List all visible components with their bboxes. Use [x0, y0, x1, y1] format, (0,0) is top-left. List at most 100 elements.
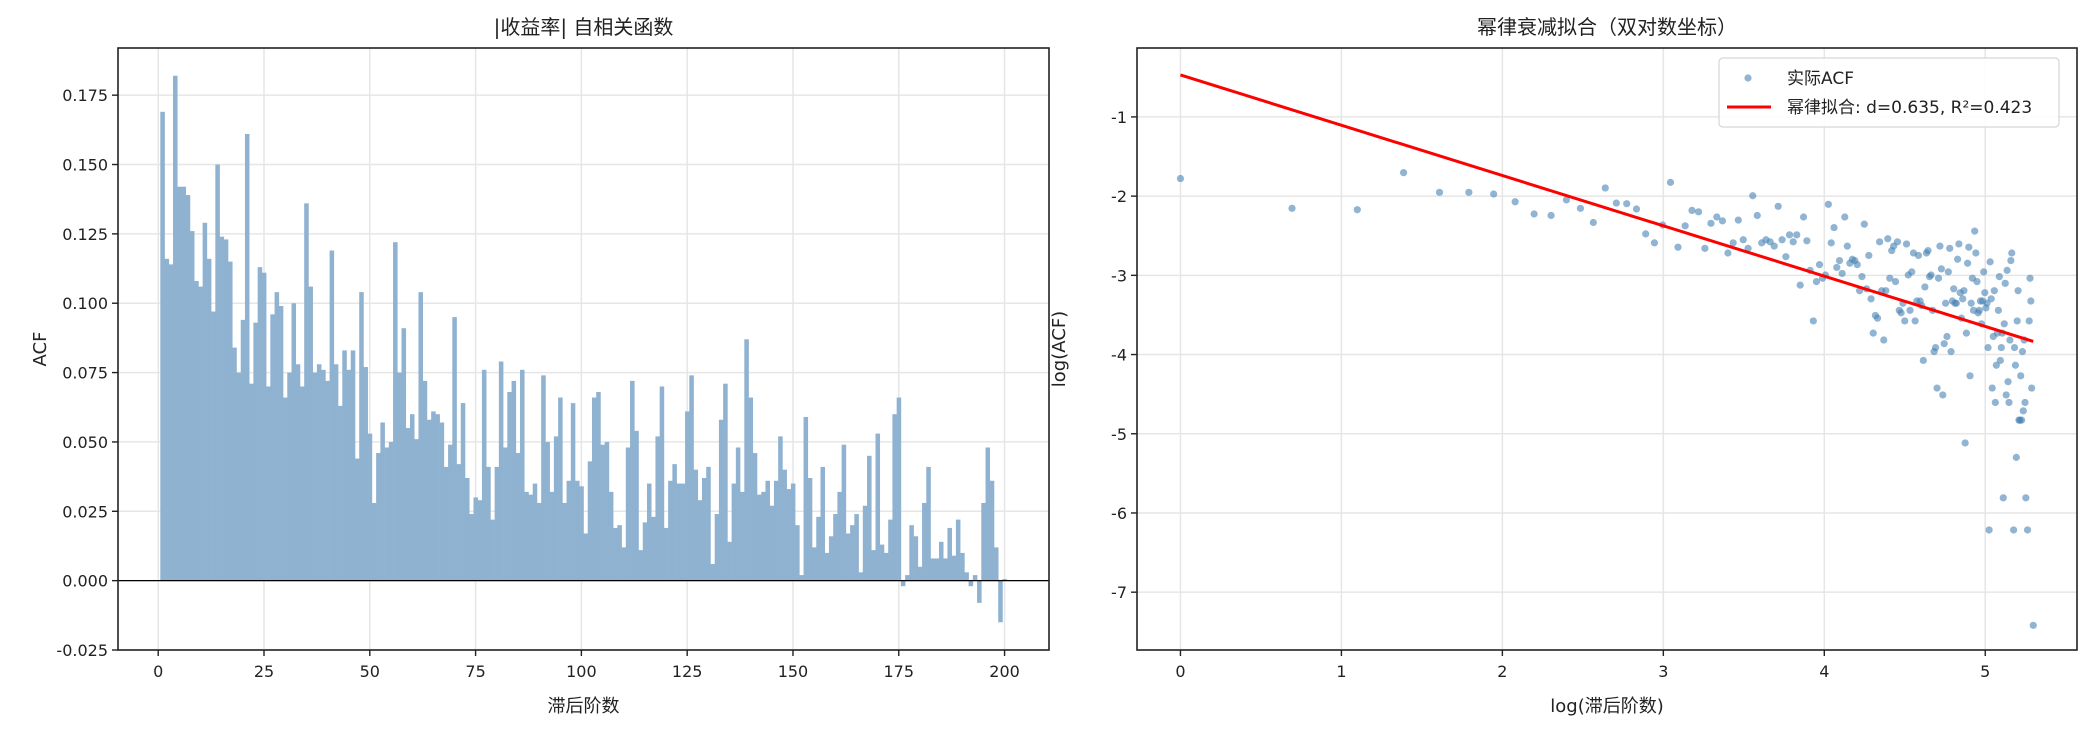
- acf-point: [1882, 287, 1890, 295]
- acf-bar: [562, 502, 567, 581]
- acf-point: [1911, 317, 1919, 325]
- acf-bar: [338, 405, 343, 581]
- acf-bar: [761, 491, 766, 581]
- acf-bar: [765, 480, 770, 581]
- acf-point: [1971, 227, 1979, 235]
- acf-point: [1919, 356, 1927, 365]
- acf-point: [2011, 361, 2020, 369]
- acf-bar: [570, 403, 576, 581]
- acf-bar: [549, 491, 555, 581]
- acf-point: [1939, 391, 1947, 399]
- acf-point: [1937, 265, 1945, 273]
- acf-bar: [414, 439, 419, 581]
- acf-bar: [333, 364, 339, 581]
- acf-point: [1994, 306, 2002, 314]
- acf-bar: [223, 239, 229, 581]
- acf-point: [2019, 407, 2027, 415]
- acf-bar: [972, 575, 978, 581]
- acf-bar: [757, 494, 762, 581]
- acf-bar: [913, 536, 919, 581]
- acf-point: [1934, 274, 1943, 282]
- acf-point: [1941, 299, 1950, 307]
- acf-point: [1973, 278, 1981, 286]
- acf-point: [1943, 332, 1951, 341]
- acf-bar: [291, 303, 297, 581]
- acf-bar: [384, 447, 390, 581]
- acf-bar: [388, 441, 394, 581]
- y-tick-label: -5: [1111, 425, 1127, 444]
- legend-box: [1718, 57, 2060, 128]
- acf-point: [1886, 274, 1894, 282]
- acf-point: [1399, 169, 1408, 177]
- acf-bar: [706, 466, 711, 581]
- acf-bar: [185, 195, 191, 581]
- acf-point: [2003, 266, 2011, 274]
- y-tick-label: 0.150: [62, 156, 108, 175]
- acf-point: [1940, 340, 1948, 348]
- acf-point: [1997, 343, 2005, 352]
- acf-bar: [782, 469, 787, 581]
- acf-point: [1867, 295, 1875, 303]
- acf-bar: [630, 380, 635, 581]
- acf-bar: [968, 580, 974, 587]
- acf-point: [2028, 384, 2036, 392]
- acf-point: [1778, 236, 1786, 244]
- acf-point: [1853, 261, 1861, 269]
- acf-bar: [469, 514, 474, 581]
- acf-bar: [896, 397, 902, 581]
- acf-point: [1959, 295, 1967, 303]
- acf-point: [1955, 240, 1963, 248]
- legend-label-fit: 幂律拟合: d=0.635, R²=0.423: [1787, 98, 2032, 118]
- acf-bar: [828, 536, 834, 581]
- acf-point: [1944, 268, 1952, 276]
- acf-bar: [312, 372, 318, 581]
- acf-point: [1860, 220, 1868, 228]
- acf-bar: [790, 483, 796, 581]
- acf-point: [1952, 299, 1960, 307]
- acf-bar: [168, 264, 174, 581]
- x-tick-label: 200: [989, 662, 1020, 681]
- acf-point: [1950, 285, 1958, 293]
- acf-point: [2001, 279, 2009, 287]
- acf-point: [1601, 184, 1609, 192]
- y-tick-label: -6: [1111, 504, 1127, 523]
- y-axis-label: log(ACF): [1049, 311, 1070, 387]
- acf-bar: [460, 403, 466, 581]
- acf-bar: [744, 339, 749, 581]
- acf-bar: [934, 558, 940, 581]
- acf-point: [1642, 230, 1650, 238]
- y-tick-label: -4: [1111, 346, 1127, 365]
- acf-point: [1880, 336, 1888, 344]
- acf-bar: [346, 369, 352, 581]
- acf-bar: [646, 483, 652, 581]
- x-axis-label: log(滞后阶数): [1550, 696, 1663, 717]
- acf-point: [2004, 378, 2012, 386]
- acf-bar: [266, 386, 271, 581]
- acf-point: [1901, 317, 1909, 325]
- acf-point: [1785, 231, 1794, 239]
- acf-point: [1946, 244, 1954, 252]
- acf-bar: [625, 447, 631, 581]
- acf-point: [1984, 343, 1992, 352]
- acf-bar: [989, 480, 995, 581]
- acf-point: [1947, 348, 1955, 356]
- acf-bar: [350, 350, 356, 581]
- acf-point: [1770, 242, 1778, 250]
- acf-bar: [359, 292, 364, 581]
- acf-point: [1612, 199, 1620, 207]
- acf-bar: [520, 369, 525, 581]
- acf-point: [1724, 249, 1732, 257]
- acf-point: [1987, 295, 1995, 303]
- x-tick-label: 2: [1497, 662, 1507, 681]
- acf-point: [1511, 198, 1519, 206]
- acf-point: [1996, 356, 2004, 365]
- acf-bar: [909, 525, 914, 581]
- acf-bar: [236, 372, 242, 581]
- acf-bar: [177, 186, 182, 581]
- acf-point: [1562, 196, 1571, 204]
- acf-bar: [448, 444, 453, 581]
- acf-bar: [206, 258, 212, 581]
- acf-bar: [511, 380, 517, 581]
- acf-point: [1990, 287, 1998, 295]
- acf-point: [1833, 263, 1841, 272]
